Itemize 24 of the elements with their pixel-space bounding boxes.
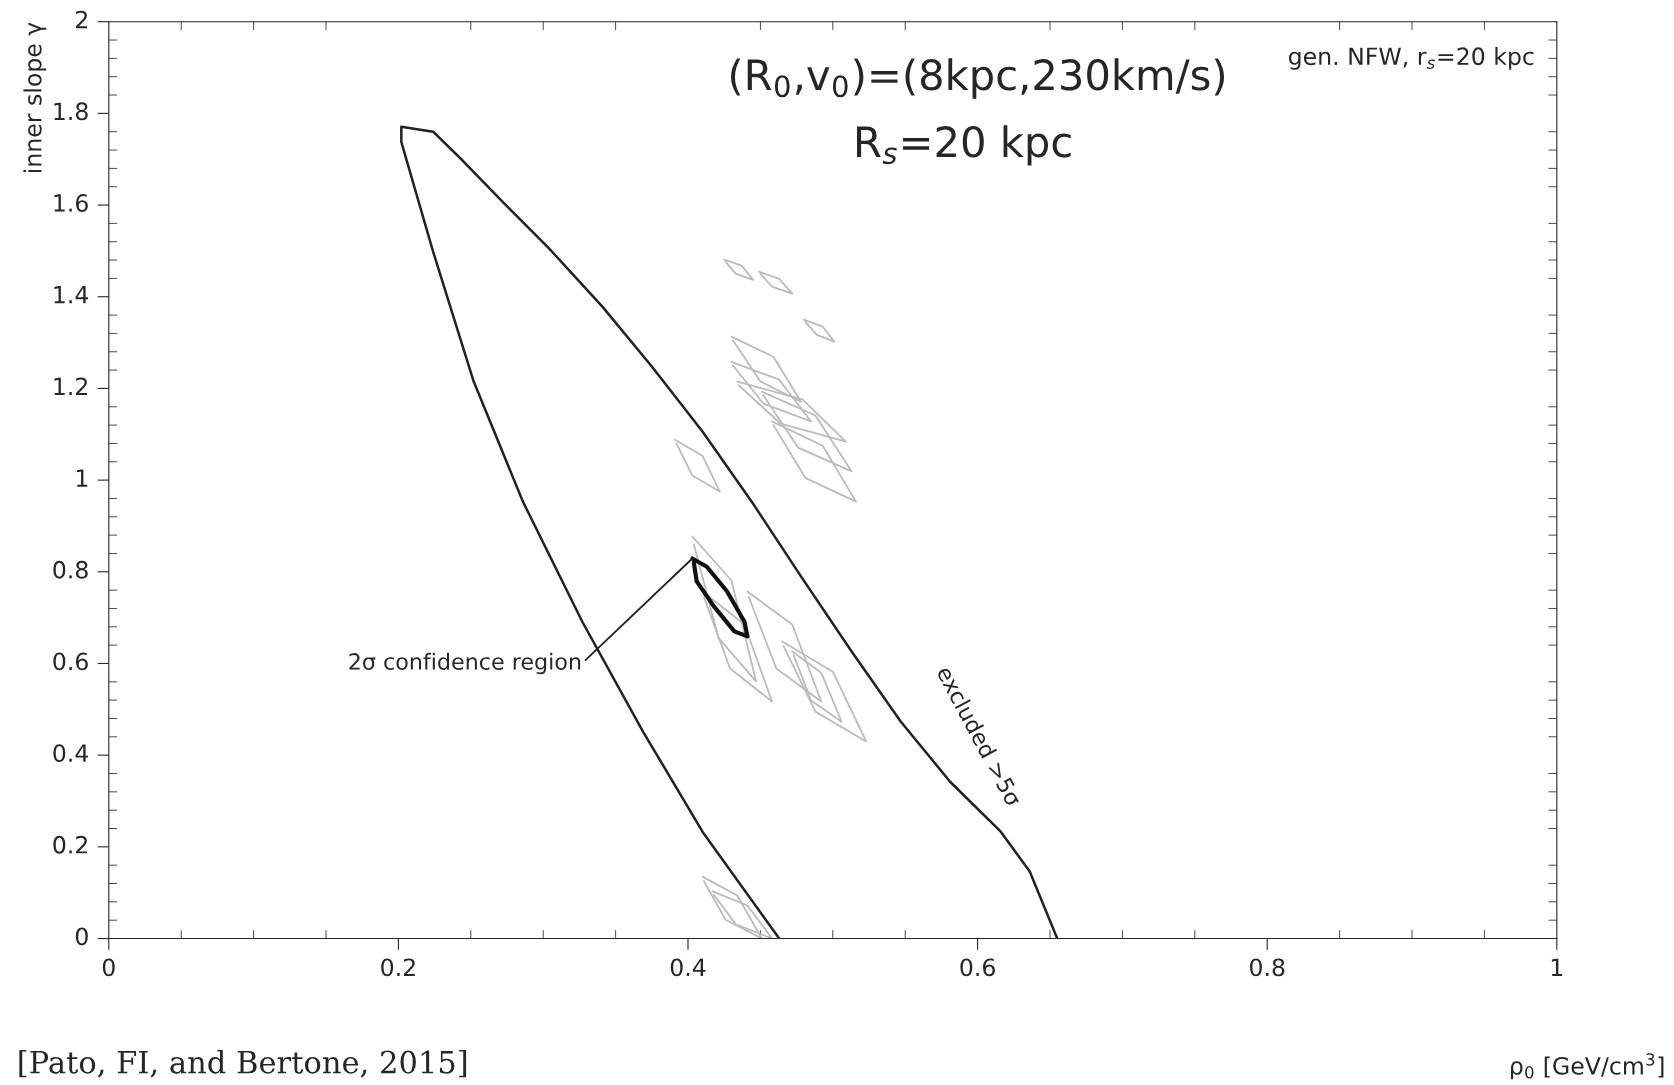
- annotation: R$_{s}$=20 kpc: [857, 125, 1071, 166]
- x-tick-label: 0: [102, 958, 115, 977]
- x-tick-label: 0.4: [670, 958, 706, 977]
- y-tick-label: 0.8: [53, 560, 88, 579]
- annotation: gen. NFW, r$_{s}$=20 kpc: [1288, 46, 1534, 70]
- y-tick-label: 0.6: [53, 652, 88, 671]
- x-tick-label: 0.6: [960, 958, 995, 977]
- y-tick-label: 1.4: [54, 286, 89, 304]
- y-tick-label: 1: [76, 469, 88, 487]
- y-tick-label: 0: [75, 927, 88, 946]
- y-tick-label: 0.2: [53, 835, 87, 854]
- annotation: (R$_{0}$,v$_{0}$)=(8kpc,230km/s): [730, 58, 1225, 99]
- y-tick-label: 0.4: [53, 744, 89, 763]
- y-tick-label: 2: [76, 10, 87, 29]
- y-tick-label: 1.2: [54, 377, 87, 395]
- text: [Pato, FI, and Bertone, 2015]: [19, 1050, 467, 1078]
- annotation: 2σ confidence region: [349, 652, 581, 675]
- x-tick-label: 0.8: [1250, 958, 1285, 977]
- y-tick-label: 1.6: [54, 194, 88, 212]
- y-axis-title: inner slope γ: [23, 22, 47, 172]
- x-tick-label: 1: [1551, 958, 1563, 976]
- x-axis-title: ρ$_{0}$ [GeV/cm$^{3}$]: [1511, 1053, 1664, 1080]
- y-tick-label: 1.8: [54, 102, 88, 121]
- x-tick-label: 0.2: [381, 958, 415, 977]
